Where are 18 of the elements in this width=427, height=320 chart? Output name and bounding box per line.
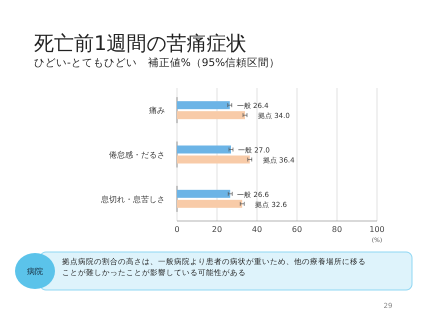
x-tick-label: 100 (369, 225, 385, 234)
x-tick-label: 80 (332, 225, 342, 234)
bar (177, 156, 250, 164)
text: 病院 (27, 267, 43, 276)
x-tick-label: 20 (212, 225, 222, 234)
y-tick-label: 痛み (149, 106, 165, 116)
chart-subtitle: ひどい-とてもひどい 補正値%（95%信頼区間） (34, 56, 280, 69)
bar (177, 146, 231, 154)
x-tick-label: 0 (174, 225, 180, 234)
bar (177, 190, 230, 198)
x-tick-label: 40 (252, 225, 262, 234)
chart-title: 死亡前1週間の苦痛症状 (34, 31, 247, 55)
x-tick-label: 60 (292, 225, 302, 234)
y-tick-label: 息切れ・息苦しさ (100, 194, 165, 204)
y-tick-label: 倦怠感・だるさ (109, 150, 165, 160)
bar (177, 200, 242, 208)
bar (177, 111, 245, 120)
bar (177, 101, 230, 110)
